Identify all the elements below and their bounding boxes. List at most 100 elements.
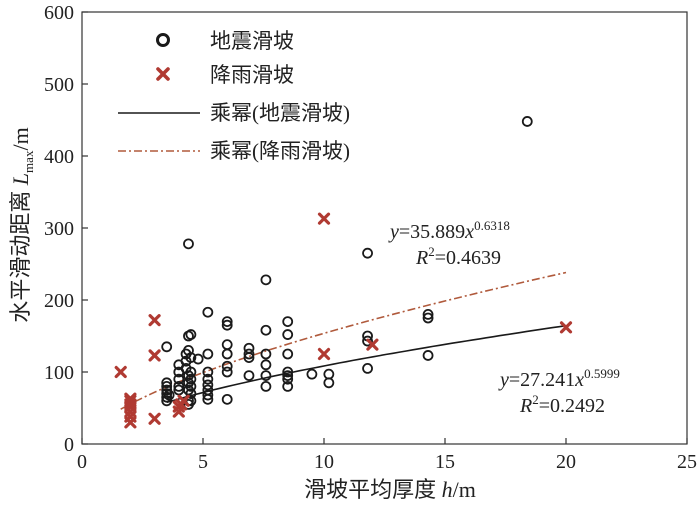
point-rainfall (317, 347, 331, 361)
point-earthquake (243, 342, 255, 354)
point-earthquake (260, 324, 272, 336)
point-earthquake (185, 352, 197, 364)
point-earthquake (260, 370, 272, 382)
point-earthquake (243, 348, 255, 360)
point-earthquake (173, 380, 185, 392)
point-earthquake (161, 377, 173, 389)
point-earthquake (221, 348, 233, 360)
point-earthquake (202, 379, 214, 391)
plot-area: 0 5 10 15 20 25 0 100 200 300 400 500 600 (44, 2, 697, 473)
point-earthquake (192, 353, 204, 365)
point-earthquake (282, 366, 294, 378)
legend-marker-circle (156, 33, 170, 47)
legend-item-earthquake: 地震滑坡 (156, 29, 294, 53)
point-earthquake (422, 350, 434, 361)
legend-label-fit-earthquake: 乘幂(地震滑坡) (210, 101, 350, 125)
point-earthquake (422, 308, 434, 320)
annotation-earthquake-fit: y=27.241x0.5999 R2=0.2492 (498, 366, 620, 417)
point-earthquake (521, 116, 533, 127)
point-earthquake (282, 380, 294, 392)
legend-item-fit-rainfall: 乘幂(降雨滑坡) (118, 139, 350, 163)
point-earthquake (282, 316, 294, 328)
point-earthquake (185, 366, 197, 378)
point-earthquake (202, 306, 214, 318)
point-earthquake (173, 373, 185, 385)
point-earthquake (362, 335, 373, 347)
point-rainfall (177, 394, 190, 407)
legend-label-fit-rainfall: 乘幂(降雨滑坡) (210, 139, 350, 163)
point-rainfall (148, 412, 161, 425)
point-rainfall (148, 314, 161, 327)
point-earthquake (306, 368, 318, 380)
point-earthquake (362, 362, 373, 374)
point-earthquake (362, 247, 373, 259)
point-earthquake (161, 395, 173, 407)
legend-label-rainfall: 降雨滑坡 (210, 63, 294, 87)
x-tick-label: 5 (198, 451, 208, 473)
point-rainfall (559, 321, 573, 334)
x-tick-label: 20 (556, 451, 576, 473)
x-tick-label: 15 (435, 451, 455, 473)
point-earthquake (161, 384, 173, 396)
point-rainfall (317, 212, 331, 225)
legend-item-rainfall: 降雨滑坡 (156, 63, 294, 87)
point-earthquake (185, 329, 197, 340)
x-axis-label: 滑坡平均厚度 h/m (304, 477, 476, 502)
r-squared-rainfall: R2=0.4639 (415, 244, 501, 269)
y-axis-label: 水平滑动距离 Lmax/m (8, 127, 36, 322)
point-earthquake (260, 348, 272, 360)
legend-marker-x (156, 67, 170, 81)
point-earthquake (221, 366, 233, 378)
y-tick-label: 100 (44, 362, 74, 384)
point-earthquake (185, 380, 197, 392)
x-tick-label: 10 (314, 451, 334, 473)
point-earthquake (260, 274, 272, 286)
point-earthquake (282, 370, 294, 382)
point-earthquake (260, 359, 272, 371)
annotation-rainfall-fit: y=35.889x0.6318 R2=0.4639 (388, 218, 510, 269)
point-earthquake (282, 348, 294, 360)
y-tick-label: 500 (44, 74, 74, 96)
point-rainfall (148, 349, 161, 362)
point-earthquake (282, 329, 294, 340)
y-tick-label: 600 (44, 2, 74, 24)
x-axis: 0 5 10 15 20 25 (77, 438, 697, 473)
point-earthquake (185, 373, 197, 385)
y-tick-label: 200 (44, 290, 74, 312)
y-tick-label: 0 (64, 434, 74, 456)
point-earthquake (221, 360, 233, 372)
point-earthquake (185, 388, 197, 400)
equation-rainfall: y=35.889x0.6318 (388, 218, 510, 243)
point-earthquake (282, 373, 294, 385)
point-earthquake (202, 389, 214, 401)
point-rainfall (124, 392, 137, 405)
x-tick-label: 25 (677, 451, 697, 473)
fit-line-0 (166, 324, 567, 404)
point-earthquake (183, 344, 194, 356)
point-earthquake (202, 366, 214, 378)
point-rainfall (366, 338, 379, 351)
y-axis: 0 100 200 300 400 500 600 (44, 2, 88, 456)
point-rainfall (114, 365, 127, 379)
data-points (114, 116, 573, 429)
point-earthquake (221, 339, 233, 351)
point-earthquake (163, 389, 175, 401)
point-earthquake (323, 368, 335, 380)
point-earthquake (221, 316, 233, 328)
equation-earthquake: y=27.241x0.5999 (498, 366, 620, 391)
x-tick-label: 0 (77, 451, 87, 473)
legend: 地震滑坡 降雨滑坡 乘幂(地震滑坡) 乘幂(降雨滑坡) (118, 29, 350, 163)
legend-item-fit-earthquake: 乘幂(地震滑坡) (118, 101, 350, 125)
point-earthquake (323, 377, 335, 389)
r-squared-earthquake: R2=0.2492 (519, 392, 605, 417)
point-earthquake (183, 238, 194, 250)
y-tick-label: 300 (44, 218, 74, 240)
point-earthquake (243, 370, 255, 382)
point-earthquake (260, 380, 272, 392)
point-earthquake (202, 373, 214, 385)
point-earthquake (202, 348, 214, 360)
point-earthquake (221, 393, 233, 405)
legend-label-earthquake: 地震滑坡 (210, 29, 294, 53)
point-earthquake (161, 391, 173, 403)
